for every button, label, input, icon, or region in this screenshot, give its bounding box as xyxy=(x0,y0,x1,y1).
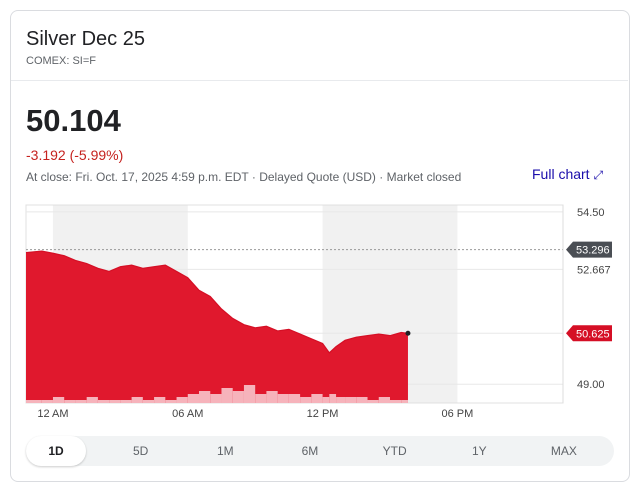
range-tab-ytd[interactable]: YTD xyxy=(382,444,407,458)
volume-bar xyxy=(142,400,155,403)
volume-bar xyxy=(336,397,346,403)
volume-bar xyxy=(401,400,408,403)
volume-bar xyxy=(232,391,244,403)
volume-bar xyxy=(210,394,222,403)
volume-bar xyxy=(176,397,188,403)
full-chart-label: Full chart xyxy=(532,166,590,182)
volume-bar xyxy=(75,400,87,403)
volume-bar xyxy=(367,400,379,403)
volume-bar xyxy=(97,400,110,403)
volume-bar xyxy=(288,394,301,403)
volume-bar xyxy=(255,394,267,403)
volume-bar xyxy=(154,397,166,403)
volume-bar xyxy=(329,394,337,403)
volume-bar xyxy=(345,397,357,403)
volume-bar xyxy=(300,397,312,403)
price-chart[interactable]: 54.50 52.667 49.00 53.296 50.625 12 AM 06 AM 12… xyxy=(0,0,639,465)
volume-bar xyxy=(165,400,177,403)
divider xyxy=(11,80,628,81)
x-tick-label: 06 AM xyxy=(172,408,203,420)
volume-bar xyxy=(120,400,132,403)
x-tick-label: 06 PM xyxy=(441,408,473,420)
x-tick-label: 12 PM xyxy=(307,408,339,420)
y-tick-label: 52.667 xyxy=(577,264,611,276)
volume-bar xyxy=(277,394,289,403)
volume-bar xyxy=(311,394,323,403)
volume-bar xyxy=(243,385,256,403)
range-selector: 1D 5D 1M 6M YTD 1Y MAX xyxy=(26,436,614,466)
volume-bar xyxy=(322,397,330,403)
volume-bar xyxy=(266,391,278,403)
last-price-label: 50.625 xyxy=(576,328,610,340)
volume-bar xyxy=(64,400,76,403)
volume-bar xyxy=(109,400,121,403)
volume-bar xyxy=(389,400,402,403)
volume-bar xyxy=(86,397,98,403)
prev-close-label: 53.296 xyxy=(576,245,610,257)
volume-bar xyxy=(356,397,368,403)
full-chart-link[interactable]: Full chart ⤢ xyxy=(532,166,603,183)
range-tab-1d[interactable]: 1D xyxy=(26,436,86,466)
expand-icon: ⤢ xyxy=(593,168,604,182)
x-tick-label: 12 AM xyxy=(37,408,68,420)
range-tab-1m[interactable]: 1M xyxy=(216,444,234,458)
volume-bar xyxy=(41,400,53,403)
volume-bar xyxy=(187,394,200,403)
last-price: 50.104 xyxy=(26,103,121,138)
last-point xyxy=(405,330,411,336)
prev-close-tag xyxy=(566,241,612,258)
instrument-symbol: COMEX: SI=F xyxy=(26,55,96,67)
instrument-title: Silver Dec 25 xyxy=(26,28,145,50)
range-tab-1y[interactable]: 1Y xyxy=(471,444,487,458)
volume-bar xyxy=(131,397,143,403)
range-tab-6m[interactable]: 6M xyxy=(301,444,319,458)
volume-bar xyxy=(221,388,233,403)
y-tick-label: 49.00 xyxy=(577,379,605,391)
price-area xyxy=(26,251,408,403)
price-line xyxy=(25,250,409,354)
volume-bar xyxy=(52,397,65,403)
volume-bar xyxy=(26,400,42,403)
quote-meta: At close: Fri. Oct. 17, 2025 4:59 p.m. E… xyxy=(26,170,462,184)
range-tab-5d[interactable]: 5D xyxy=(132,444,149,458)
price-change: -3.192 (-5.99%) xyxy=(26,147,124,163)
y-tick-label: 54.50 xyxy=(577,207,605,219)
range-tab-max[interactable]: MAX xyxy=(550,444,577,458)
last-price-tag xyxy=(566,325,612,342)
volume-bar xyxy=(199,391,211,403)
volume-bar xyxy=(378,397,390,403)
